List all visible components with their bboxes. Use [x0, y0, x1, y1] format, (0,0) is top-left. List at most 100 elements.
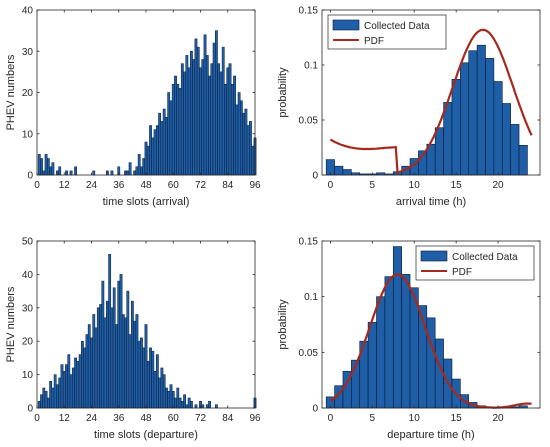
- x-tick-label: 84: [222, 180, 234, 191]
- histogram-bar: [210, 63, 214, 176]
- histogram-bar: [162, 108, 166, 176]
- histogram-bar: [183, 71, 186, 176]
- histogram-bar: [165, 387, 168, 409]
- histogram-bar: [46, 158, 50, 176]
- histogram-bar: [178, 88, 182, 176]
- histogram-bar: [133, 170, 137, 176]
- histogram-bar: [78, 354, 82, 409]
- x-tick-label: 36: [113, 413, 125, 424]
- histogram-bar: [99, 304, 102, 409]
- histogram-bar: [196, 46, 200, 176]
- histogram-bars: [37, 254, 257, 409]
- y-axis-label: probability: [277, 299, 289, 350]
- histogram-bar: [56, 170, 59, 176]
- y-tick-label: 0: [27, 404, 33, 415]
- x-tick-label: 72: [195, 413, 207, 424]
- histogram-bar: [192, 59, 196, 176]
- histogram-bar: [94, 327, 98, 409]
- x-tick-label: 10: [409, 413, 421, 424]
- histogram-bar: [58, 166, 62, 176]
- x-tick-label: 0: [328, 180, 334, 191]
- histogram-bar: [146, 145, 150, 176]
- histogram-bar: [149, 347, 152, 409]
- histogram-bar: [92, 314, 96, 409]
- histogram-bar: [185, 404, 189, 409]
- x-tick-label: 20: [493, 413, 505, 424]
- y-axis-label: PHEV numbers: [5, 286, 17, 362]
- histogram-bar: [180, 401, 184, 409]
- histogram-bar: [49, 166, 53, 176]
- legend-swatch-bars: [420, 250, 448, 262]
- y-tick-label: 40: [22, 6, 34, 17]
- x-axis-label: time slots (arrival): [103, 196, 190, 208]
- histogram-bar: [69, 170, 73, 176]
- histogram-bar: [246, 125, 250, 176]
- histogram-bar: [384, 276, 394, 409]
- histogram-bar: [108, 254, 112, 409]
- histogram-bar: [169, 100, 173, 176]
- x-tick-label: 15: [451, 180, 463, 191]
- x-tick-label: 48: [140, 413, 152, 424]
- legend-label-data: Collected Data: [364, 21, 430, 32]
- histogram-bar: [171, 84, 175, 176]
- histogram-bar: [342, 169, 352, 176]
- y-tick-label: 30: [22, 47, 34, 58]
- histogram-bar: [62, 371, 66, 409]
- x-tick-label: 60: [168, 180, 180, 191]
- histogram-bar: [167, 391, 171, 409]
- histogram-bar: [208, 401, 211, 409]
- histogram-bar: [146, 360, 150, 409]
- histogram-bar: [155, 354, 159, 409]
- histogram-bar: [205, 404, 209, 409]
- histogram-bar: [65, 364, 68, 409]
- y-axis-label: PHEV numbers: [5, 54, 17, 130]
- histogram-bar: [215, 404, 218, 409]
- histogram-bar: [140, 337, 143, 409]
- histogram-bar: [49, 381, 53, 409]
- histogram-bar: [176, 387, 180, 409]
- histogram-bar: [176, 84, 180, 176]
- histogram-bar: [128, 162, 132, 176]
- histogram-bar: [153, 371, 157, 409]
- histogram-bar: [151, 137, 155, 176]
- histogram-bar: [155, 125, 159, 176]
- x-tick-label: 72: [195, 180, 207, 191]
- histogram-bar: [74, 166, 77, 176]
- y-tick-label: 0.1: [304, 61, 318, 72]
- histogram-bar: [237, 92, 241, 176]
- histogram-bar: [101, 280, 105, 409]
- histogram-bar: [65, 170, 68, 176]
- y-tick-label: 10: [22, 370, 34, 381]
- legend: Collected Data PDF: [415, 245, 535, 281]
- histogram-bar: [187, 397, 191, 409]
- histogram-bar: [140, 166, 143, 176]
- pdf-curve: [329, 28, 533, 174]
- histogram-bar: [235, 104, 239, 176]
- histogram-bar: [392, 246, 402, 409]
- histogram-bar: [160, 121, 164, 176]
- histogram-bar: [90, 337, 93, 409]
- histogram-bar: [137, 154, 141, 176]
- histogram-bar: [69, 374, 73, 409]
- histogram-bar: [40, 394, 43, 409]
- histogram-bar: [67, 354, 71, 409]
- histogram-bar: [194, 38, 198, 176]
- x-axis-label: time slots (departure): [94, 429, 198, 441]
- histogram-bar: [501, 103, 511, 176]
- histogram-bar: [103, 317, 107, 409]
- histogram-bar: [171, 391, 175, 409]
- axes-box: [321, 240, 541, 409]
- histogram-bar: [110, 307, 114, 409]
- histogram-bar: [112, 287, 116, 409]
- histogram-bar: [42, 387, 46, 409]
- histogram-bar: [153, 129, 157, 176]
- histogram-bar: [217, 63, 221, 176]
- histogram-bar: [376, 296, 386, 409]
- chart-panel-4: 0 5 10 15 20 0 0.05 0.1 0.15 departure time (h) pr…: [277, 237, 541, 441]
- histogram-bar: [135, 166, 139, 176]
- histogram-bar: [167, 92, 171, 176]
- chart-panel-3: 0 12 24 36 48 60 72 84 96 0 10 20 30 40 50 time slots (…: [5, 237, 261, 442]
- histogram-bar: [135, 314, 139, 409]
- histogram-bar: [60, 364, 64, 409]
- histogram-bar: [518, 145, 528, 176]
